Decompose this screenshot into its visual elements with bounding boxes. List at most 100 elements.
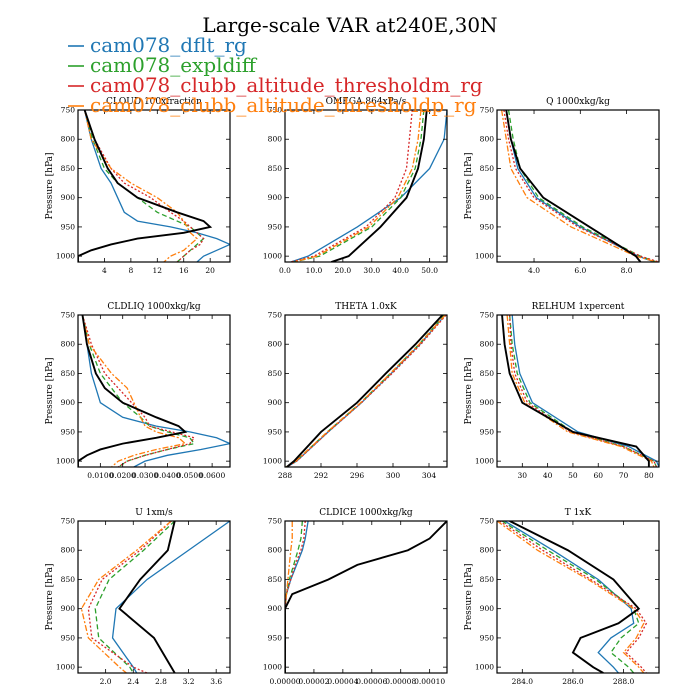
- y-tick-label: 800: [480, 340, 495, 349]
- series-line-reference: [286, 315, 444, 467]
- panel-title: T 1xK: [565, 508, 592, 518]
- panel: 288 292 296 300 304 750 800 850 900 950 1000 THETA …: [263, 302, 448, 480]
- series-line-cam078_clubb_altitude_thresholdm_rg: [83, 110, 205, 262]
- panel: 0.0 10.0 20.0 30.0 40.0 50.0 750 800 850 900 950 10…: [263, 97, 448, 275]
- x-tick-label: 10.0: [306, 266, 323, 275]
- x-tick-label: 0.00000: [269, 677, 300, 686]
- x-tick-label: 2.8: [155, 677, 167, 686]
- y-tick-label: 800: [268, 135, 283, 144]
- panel-title: Q 1000xkg/kg: [546, 97, 610, 107]
- legend: cam078_dflt_rgcam078_expldiffcam078_club…: [68, 33, 483, 117]
- x-tick-label: 0.00004: [327, 677, 358, 686]
- panel-frame: [77, 520, 231, 674]
- x-tick-label: 296: [350, 471, 365, 480]
- panel-frame: [496, 520, 660, 674]
- panel-frame: [496, 314, 660, 468]
- x-tick-label: 288.0: [613, 677, 635, 686]
- y-tick-label: 1000: [263, 663, 282, 672]
- y-tick-label: 950: [480, 427, 495, 436]
- x-tick-label: 16: [179, 266, 189, 275]
- x-tick-label: 0.0200: [110, 471, 136, 480]
- series-line-cam078_dflt_rg: [511, 315, 659, 467]
- x-tick-label: 70: [619, 471, 629, 480]
- x-tick-label: 8: [128, 266, 133, 275]
- panel-title: CLOUD 100xfraction: [106, 97, 202, 107]
- legend-label: cam078_expldiff: [90, 53, 258, 77]
- series-line-cam078_expldiff: [83, 110, 205, 262]
- x-tick-label: 50.0: [421, 266, 438, 275]
- series-line-reference: [78, 315, 188, 467]
- y-axis-label: Pressure [hPa]: [45, 152, 55, 219]
- x-tick-label: 2.0: [100, 677, 112, 686]
- x-tick-label: 0.0500: [177, 471, 203, 480]
- panel-frame: [77, 314, 231, 468]
- series-line-cam078_clubb_altitude_thresholdm_rg: [81, 315, 196, 467]
- x-tick-label: 304: [422, 471, 437, 480]
- y-tick-label: 1000: [475, 252, 494, 261]
- x-tick-label: 288: [278, 471, 293, 480]
- x-tick-label: 12: [153, 266, 163, 275]
- x-tick-label: 60: [593, 471, 603, 480]
- y-tick-label: 950: [268, 222, 283, 231]
- x-tick-label: 20.0: [335, 266, 352, 275]
- y-tick-label: 850: [268, 164, 283, 173]
- panel-title: U 1xm/s: [135, 508, 173, 518]
- y-tick-label: 1000: [263, 457, 282, 466]
- series-line-cam078_clubb_altitude_thresholdp_rg: [81, 315, 187, 467]
- series-line-cam078_dflt_rg: [504, 521, 635, 673]
- y-tick-label: 800: [480, 135, 495, 144]
- x-tick-label: 300: [386, 471, 401, 480]
- figure-title: Large-scale VAR at240E,30N: [202, 13, 497, 37]
- series-line-cam078_clubb_altitude_thresholdp_rg: [83, 110, 198, 262]
- series-line-cam078_expldiff: [507, 110, 657, 262]
- panel-frame: [77, 109, 231, 263]
- y-tick-label: 900: [61, 193, 76, 202]
- x-tick-label: 40: [543, 471, 553, 480]
- panel-title: THETA 1.0xK: [335, 302, 397, 312]
- x-tick-label: 30: [518, 471, 528, 480]
- x-tick-label: 4: [102, 266, 107, 275]
- panel-frame: [284, 314, 448, 468]
- y-tick-label: 750: [480, 311, 495, 320]
- series-line-cam078_clubb_altitude_thresholdm_rg: [503, 110, 659, 262]
- x-tick-label: 286.0: [562, 677, 584, 686]
- series-line-cam078_clubb_altitude_thresholdp_rg: [293, 110, 422, 262]
- series-line-cam078_expldiff: [81, 315, 196, 467]
- y-tick-label: 900: [268, 193, 283, 202]
- y-tick-label: 750: [480, 106, 495, 115]
- x-tick-label: 0.0: [279, 266, 291, 275]
- series-line-cam078_clubb_altitude_thresholdm_rg: [509, 315, 658, 467]
- y-axis-label: Pressure [hPa]: [464, 152, 474, 219]
- x-tick-label: 0.00008: [385, 677, 416, 686]
- x-tick-label: 0.0600: [199, 471, 225, 480]
- series-line-cam078_expldiff: [509, 315, 658, 467]
- panel-title: OMEGA 864xPa/s: [326, 97, 407, 107]
- panel-title: CLDLIQ 1000xkg/kg: [107, 302, 201, 312]
- series-line-cam078_expldiff: [501, 521, 640, 673]
- x-tick-label: 0.0100: [87, 471, 113, 480]
- y-tick-label: 800: [61, 546, 76, 555]
- y-tick-label: 800: [268, 340, 283, 349]
- legend-item: cam078_dflt_rg: [68, 33, 247, 57]
- x-tick-label: 0.0400: [154, 471, 180, 480]
- y-tick-label: 900: [268, 398, 283, 407]
- x-tick-label: 80: [644, 471, 654, 480]
- y-tick-label: 850: [61, 575, 76, 584]
- series-line-reference: [118, 521, 176, 673]
- x-tick-label: 2.4: [127, 677, 139, 686]
- panel: 4.0 6.0 8.0 750 800 850 900 950 1000 Q 1000xkg/kg…: [464, 97, 660, 275]
- y-tick-label: 1000: [56, 457, 75, 466]
- x-tick-label: 20: [205, 266, 215, 275]
- x-tick-label: 0.0300: [132, 471, 158, 480]
- y-tick-label: 850: [61, 369, 76, 378]
- y-tick-label: 950: [268, 427, 283, 436]
- y-tick-label: 850: [268, 575, 283, 584]
- x-tick-label: 292: [314, 471, 329, 480]
- panel-title: RELHUM 1xpercent: [532, 302, 625, 312]
- x-tick-label: 3.2: [183, 677, 195, 686]
- y-tick-label: 950: [61, 427, 76, 436]
- y-tick-label: 950: [268, 633, 283, 642]
- y-tick-label: 950: [61, 633, 76, 642]
- y-tick-label: 800: [480, 546, 495, 555]
